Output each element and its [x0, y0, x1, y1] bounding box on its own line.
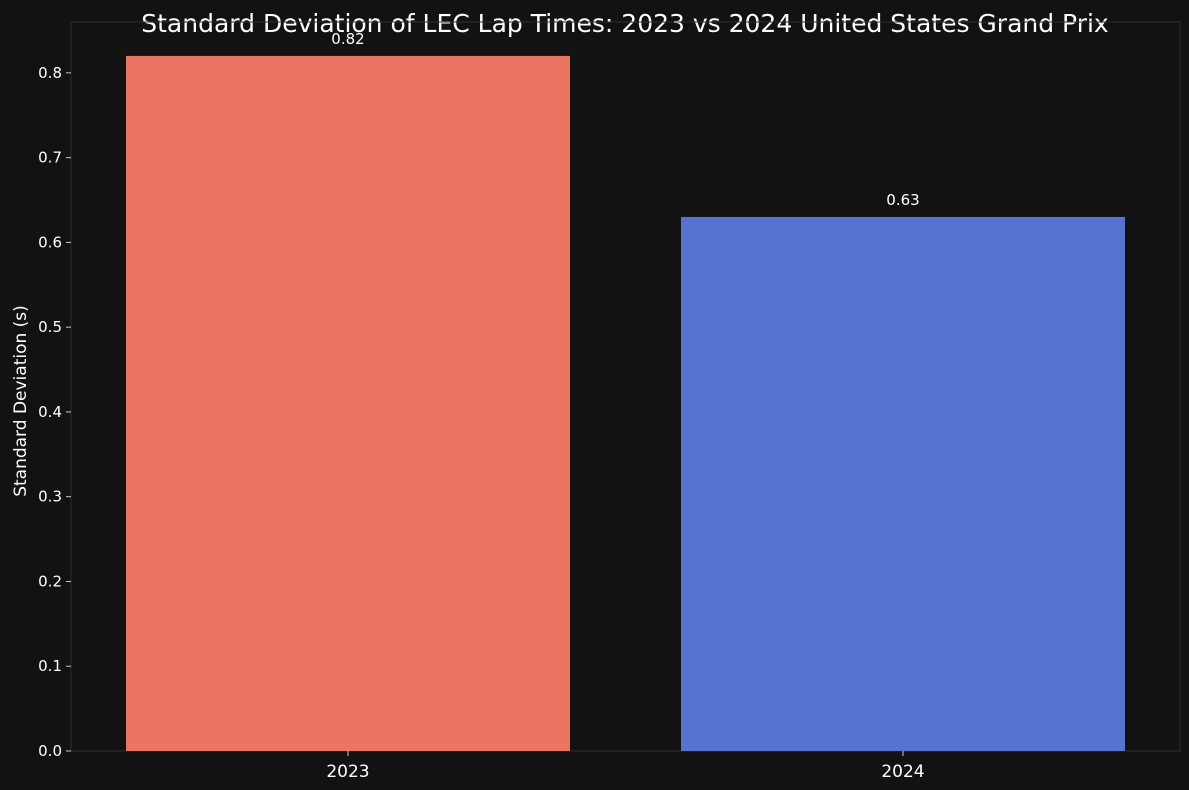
y-tick-label: 0.5 — [38, 318, 62, 336]
x-tick-label: 2024 — [881, 762, 924, 782]
data-label-2024: 0.63 — [886, 191, 919, 209]
y-tick-label: 0.8 — [38, 64, 62, 82]
y-tick-label: 0.4 — [38, 403, 62, 421]
data-label-2023: 0.82 — [331, 30, 364, 48]
y-tick-label: 0.3 — [38, 488, 62, 506]
y-tick-label: 0.0 — [38, 742, 62, 760]
y-tick-label: 0.6 — [38, 233, 62, 251]
chart-title: Standard Deviation of LEC Lap Times: 202… — [141, 9, 1108, 38]
x-tick-label: 2023 — [326, 762, 369, 782]
x-axis-ticks: 2023 2024 — [326, 751, 925, 782]
bar-2024 — [681, 216, 1125, 752]
bar-2023 — [126, 55, 570, 751]
bars-group: 0.82 0.63 — [126, 30, 1125, 752]
y-tick-label: 0.7 — [38, 149, 62, 167]
plot-area-frame — [70, 21, 1181, 752]
y-tick-label: 0.1 — [38, 657, 62, 675]
y-axis-label: Standard Deviation (s) — [11, 305, 31, 497]
y-tick-label: 0.2 — [38, 572, 62, 590]
y-axis-ticks: 0.0 0.1 0.2 0.3 0.4 0.5 0.6 0.7 0.8 — [38, 64, 71, 760]
